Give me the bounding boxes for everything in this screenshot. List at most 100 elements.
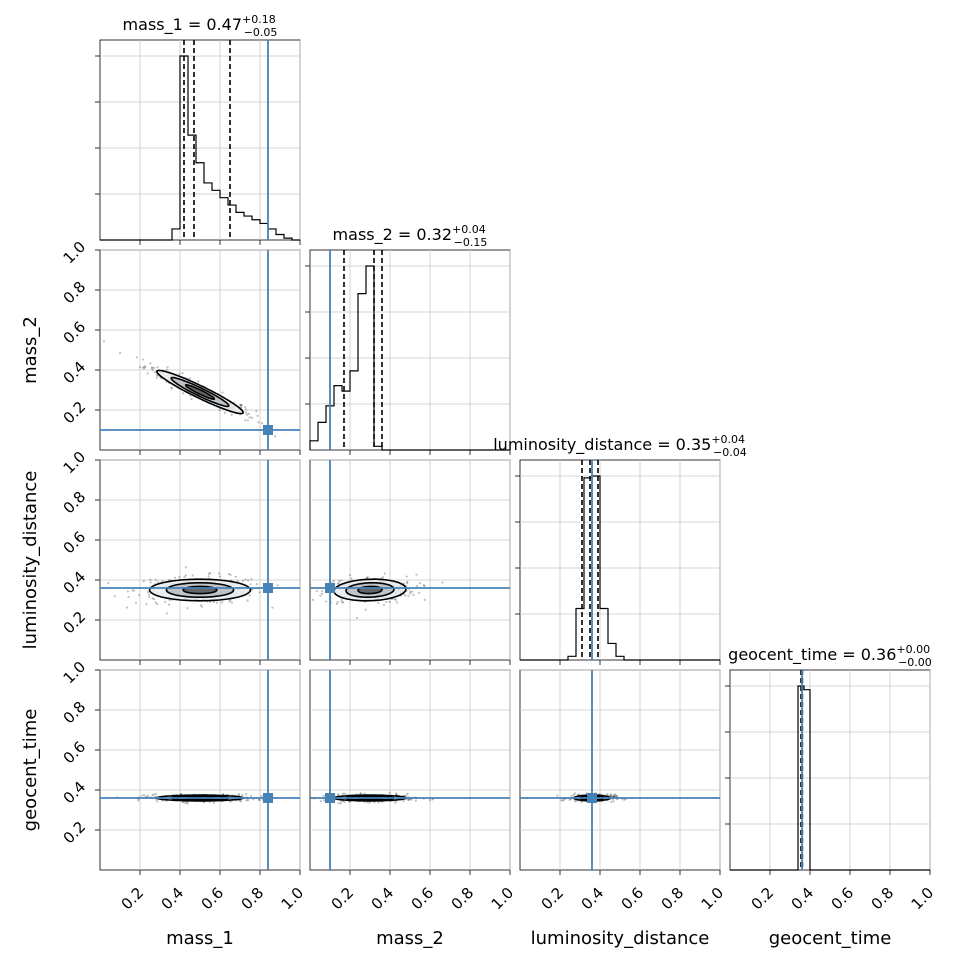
sample-point [241,579,245,582]
sample-point [154,578,157,581]
sample-point [230,413,233,416]
sample-point [239,403,242,406]
x-tick-label: 0.6 [408,884,438,914]
sample-point [153,366,156,369]
sample-point [364,608,367,611]
sample-point [315,589,318,593]
sample-point [234,575,237,578]
sample-point [173,576,177,579]
sample-point [613,794,616,797]
sample-point [258,798,261,801]
x-tick-label: 0.8 [448,884,478,914]
sample-point [249,794,253,798]
sample-point [151,793,154,797]
sample-point [166,366,169,369]
sample-point [151,597,154,600]
sample-point [229,599,232,602]
sample-point [249,583,252,586]
sample-point [247,412,250,415]
sample-point [402,799,405,803]
sample-point [190,398,193,401]
sample-point [237,793,240,796]
sample-point [302,589,304,591]
histogram-mass-1 [100,55,300,241]
contour-panel-mass-1-vs-luminosity-distance: 0.2 0.4 0.6 0.8 1.0 [60,448,301,665]
sample-point [236,580,239,583]
sample-point [260,422,264,425]
sample-point [240,404,243,407]
sample-point [143,366,147,369]
sample-point [310,583,311,586]
sample-point [151,369,154,372]
sample-point [608,794,612,797]
sample-point [415,584,419,588]
sample-point [218,408,221,412]
histogram-luminosity-distance [520,475,720,661]
sample-point [406,581,409,585]
sample-point [349,574,352,577]
sample-point [383,572,386,575]
sample-point [168,599,171,602]
sample-point [343,800,346,804]
panel-frame [309,669,511,871]
sample-point [255,583,259,586]
sample-point [560,799,563,802]
sample-point [152,793,155,796]
sample-point [155,376,158,379]
sample-point [102,340,106,343]
contour-panel-mass-1-vs-mass-2: 0.2 0.4 0.6 0.8 1.0 [60,238,301,455]
x-tick-label: 1.0 [908,884,938,914]
sample-point [138,366,142,369]
y-tick-label: 1.0 [60,658,90,688]
sample-point [191,574,194,577]
sample-point [230,601,233,604]
sample-point [606,793,609,796]
sample-point [415,573,418,576]
sample-point [377,801,380,804]
truth-marker [263,583,273,593]
sample-point [156,580,160,584]
sample-point [322,799,326,802]
x-tick-label: 0.6 [828,884,858,914]
sample-point [199,604,203,607]
sample-point [201,605,204,608]
sample-point [570,794,573,797]
sample-point [239,403,242,407]
sample-point [152,598,156,601]
sample-point [610,800,613,804]
sample-point [149,581,152,584]
sample-point [179,792,182,796]
sample-point [147,593,151,596]
sample-point [178,372,181,375]
y-tick-label: 0.6 [60,738,90,768]
sample-point [613,793,617,796]
y-tick-label: 0.4 [60,358,90,388]
x-axis-label-mass-1: mass_1 [166,928,234,949]
panel-frame [99,39,301,241]
sample-point [244,793,248,796]
sample-point [561,799,564,802]
sample-point [342,792,345,795]
panel-frame [99,669,301,871]
sample-point [245,799,248,802]
sample-point [407,594,410,598]
panel-frame [309,249,511,451]
sample-point [244,406,247,409]
contour-panel-luminosity-distance-vs-geocent-time: 0.2 0.4 0.6 0.8 1.0 [519,669,727,913]
sample-point [186,802,189,805]
sample-point [170,386,173,389]
sample-point [202,801,206,804]
density-contour-0 [184,384,216,400]
contour-panel-mass-2-vs-geocent-time: 0.2 0.4 0.6 0.8 1.0 [309,669,517,914]
sample-point [338,579,341,583]
sample-point [417,591,421,594]
sample-point [256,414,259,417]
sample-point [244,578,247,581]
sample-point [366,576,369,579]
sample-point [610,795,613,798]
sample-point [257,421,260,424]
sample-point [556,794,559,797]
sample-point [337,793,340,796]
sample-point [246,599,249,602]
sample-point [221,391,224,394]
